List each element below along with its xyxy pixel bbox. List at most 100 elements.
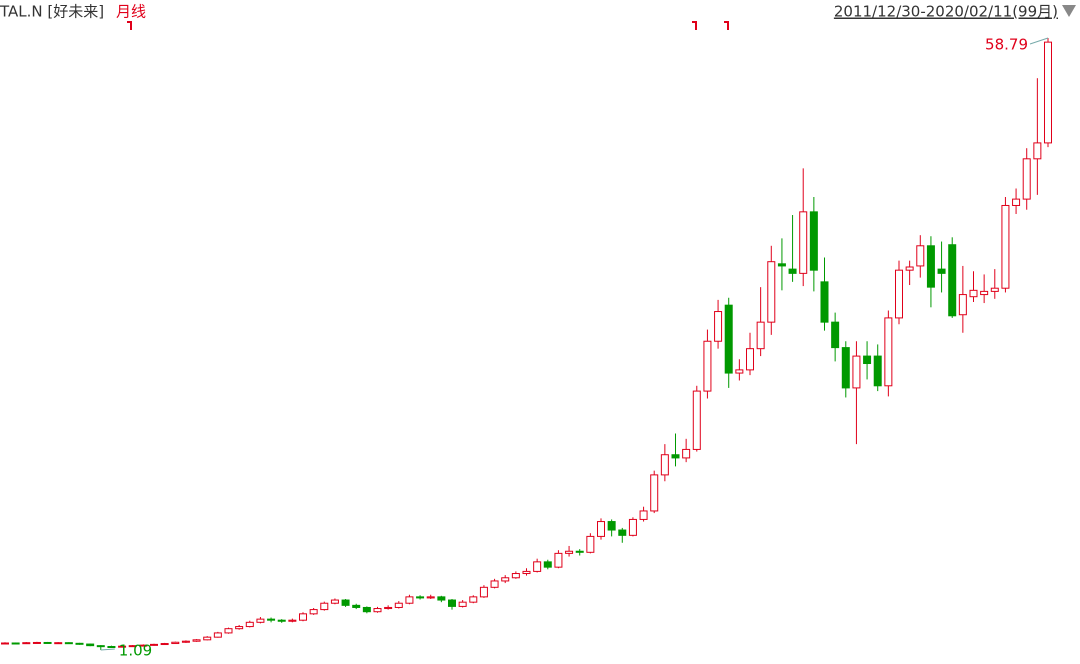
dropdown-arrow[interactable]: [1062, 5, 1076, 17]
candle-body: [171, 641, 180, 645]
candle-body: [128, 645, 137, 648]
candle-body: [22, 642, 31, 645]
candle-body: [213, 632, 222, 638]
candle-body: [618, 529, 627, 536]
candle-body: [256, 618, 265, 623]
candle-body: [54, 642, 63, 645]
candle-body: [969, 289, 978, 298]
candle-body: [341, 599, 350, 606]
candle-body: [852, 355, 861, 389]
candle-body: [458, 601, 467, 607]
candle-body: [767, 261, 776, 323]
candle-body: [682, 448, 691, 459]
candle-body: [469, 596, 478, 603]
candle-body: [426, 596, 435, 599]
candle-body: [533, 561, 542, 572]
candle-body: [362, 606, 371, 613]
candle-body: [479, 586, 488, 598]
candle-body: [980, 290, 989, 296]
candle-body: [11, 642, 20, 645]
max-pointer: [1029, 37, 1049, 45]
period-label: 月线: [116, 3, 146, 21]
candle-body: [118, 645, 127, 648]
candle-body: [724, 304, 733, 374]
candle-body: [926, 245, 935, 288]
candle-body: [511, 573, 520, 579]
candle-body: [788, 268, 797, 274]
candle-body: [288, 619, 297, 622]
candle-body: [1033, 142, 1042, 160]
candle-body: [777, 263, 786, 267]
candle-body: [746, 348, 754, 371]
candle-body: [990, 287, 999, 292]
candle-body: [916, 245, 925, 267]
candle-body: [660, 454, 669, 476]
candle-body: [586, 535, 595, 553]
candle-body: [703, 340, 712, 392]
event-marker: [692, 21, 697, 30]
candle-body: [192, 639, 201, 642]
date-range[interactable]: 2011/12/30-2020/02/11(99月): [834, 3, 1058, 21]
candle-body: [831, 321, 840, 349]
candle-body: [554, 552, 563, 568]
candle-body: [958, 294, 967, 316]
candle-body: [394, 602, 403, 608]
candle-body: [267, 618, 276, 621]
candle-body: [32, 641, 41, 644]
candle-body: [628, 518, 637, 536]
candle-body: [1, 642, 9, 645]
candle-body: [107, 645, 116, 648]
candle-body: [735, 369, 744, 374]
candle-body: [565, 550, 574, 554]
candle-body: [714, 311, 723, 342]
candle-body: [873, 355, 882, 387]
candle-body: [416, 596, 425, 599]
candle-body: [692, 390, 701, 450]
candle-body: [905, 266, 914, 271]
candle-body: [309, 609, 318, 615]
candle-body: [405, 596, 414, 604]
candle-body: [437, 596, 446, 601]
candle-body: [277, 619, 286, 622]
candle-body: [96, 645, 105, 648]
candle-body: [820, 281, 829, 323]
candle-body: [863, 355, 872, 365]
candle-body: [139, 644, 148, 647]
chart-title: TAL.N [好未来]: [0, 3, 104, 21]
candle-body: [330, 599, 339, 604]
candle-body: [501, 577, 510, 582]
candle-body: [245, 621, 254, 628]
candle-body: [1001, 204, 1010, 289]
candle-body: [224, 628, 233, 634]
candle-body: [203, 636, 212, 641]
candle-body: [522, 570, 531, 575]
candle-body: [948, 244, 957, 317]
candle-body: [1022, 158, 1031, 200]
candle-body: [650, 474, 659, 512]
candle-body: [884, 317, 893, 387]
candle-body: [352, 604, 361, 608]
candle-body: [1044, 41, 1052, 144]
candle-body: [181, 640, 190, 643]
candle-body: [43, 641, 52, 644]
candle-body: [799, 211, 808, 274]
min-label: 1.09: [119, 642, 152, 660]
candle-body: [937, 268, 946, 274]
candle-body: [607, 521, 616, 531]
candle-body: [490, 580, 499, 588]
candle-body: [384, 606, 393, 610]
candle-body: [235, 626, 244, 630]
candle-body: [448, 599, 456, 607]
candle-body: [299, 613, 307, 621]
candle-body: [150, 643, 158, 646]
candle-body: [373, 608, 382, 613]
candle-body: [756, 321, 765, 350]
event-marker: [127, 21, 132, 30]
candle-body: [671, 454, 680, 459]
candle-body: [543, 561, 552, 568]
candle-body: [575, 550, 584, 553]
event-marker: [724, 21, 729, 30]
candle-body: [160, 643, 169, 646]
candle-body: [809, 211, 818, 271]
